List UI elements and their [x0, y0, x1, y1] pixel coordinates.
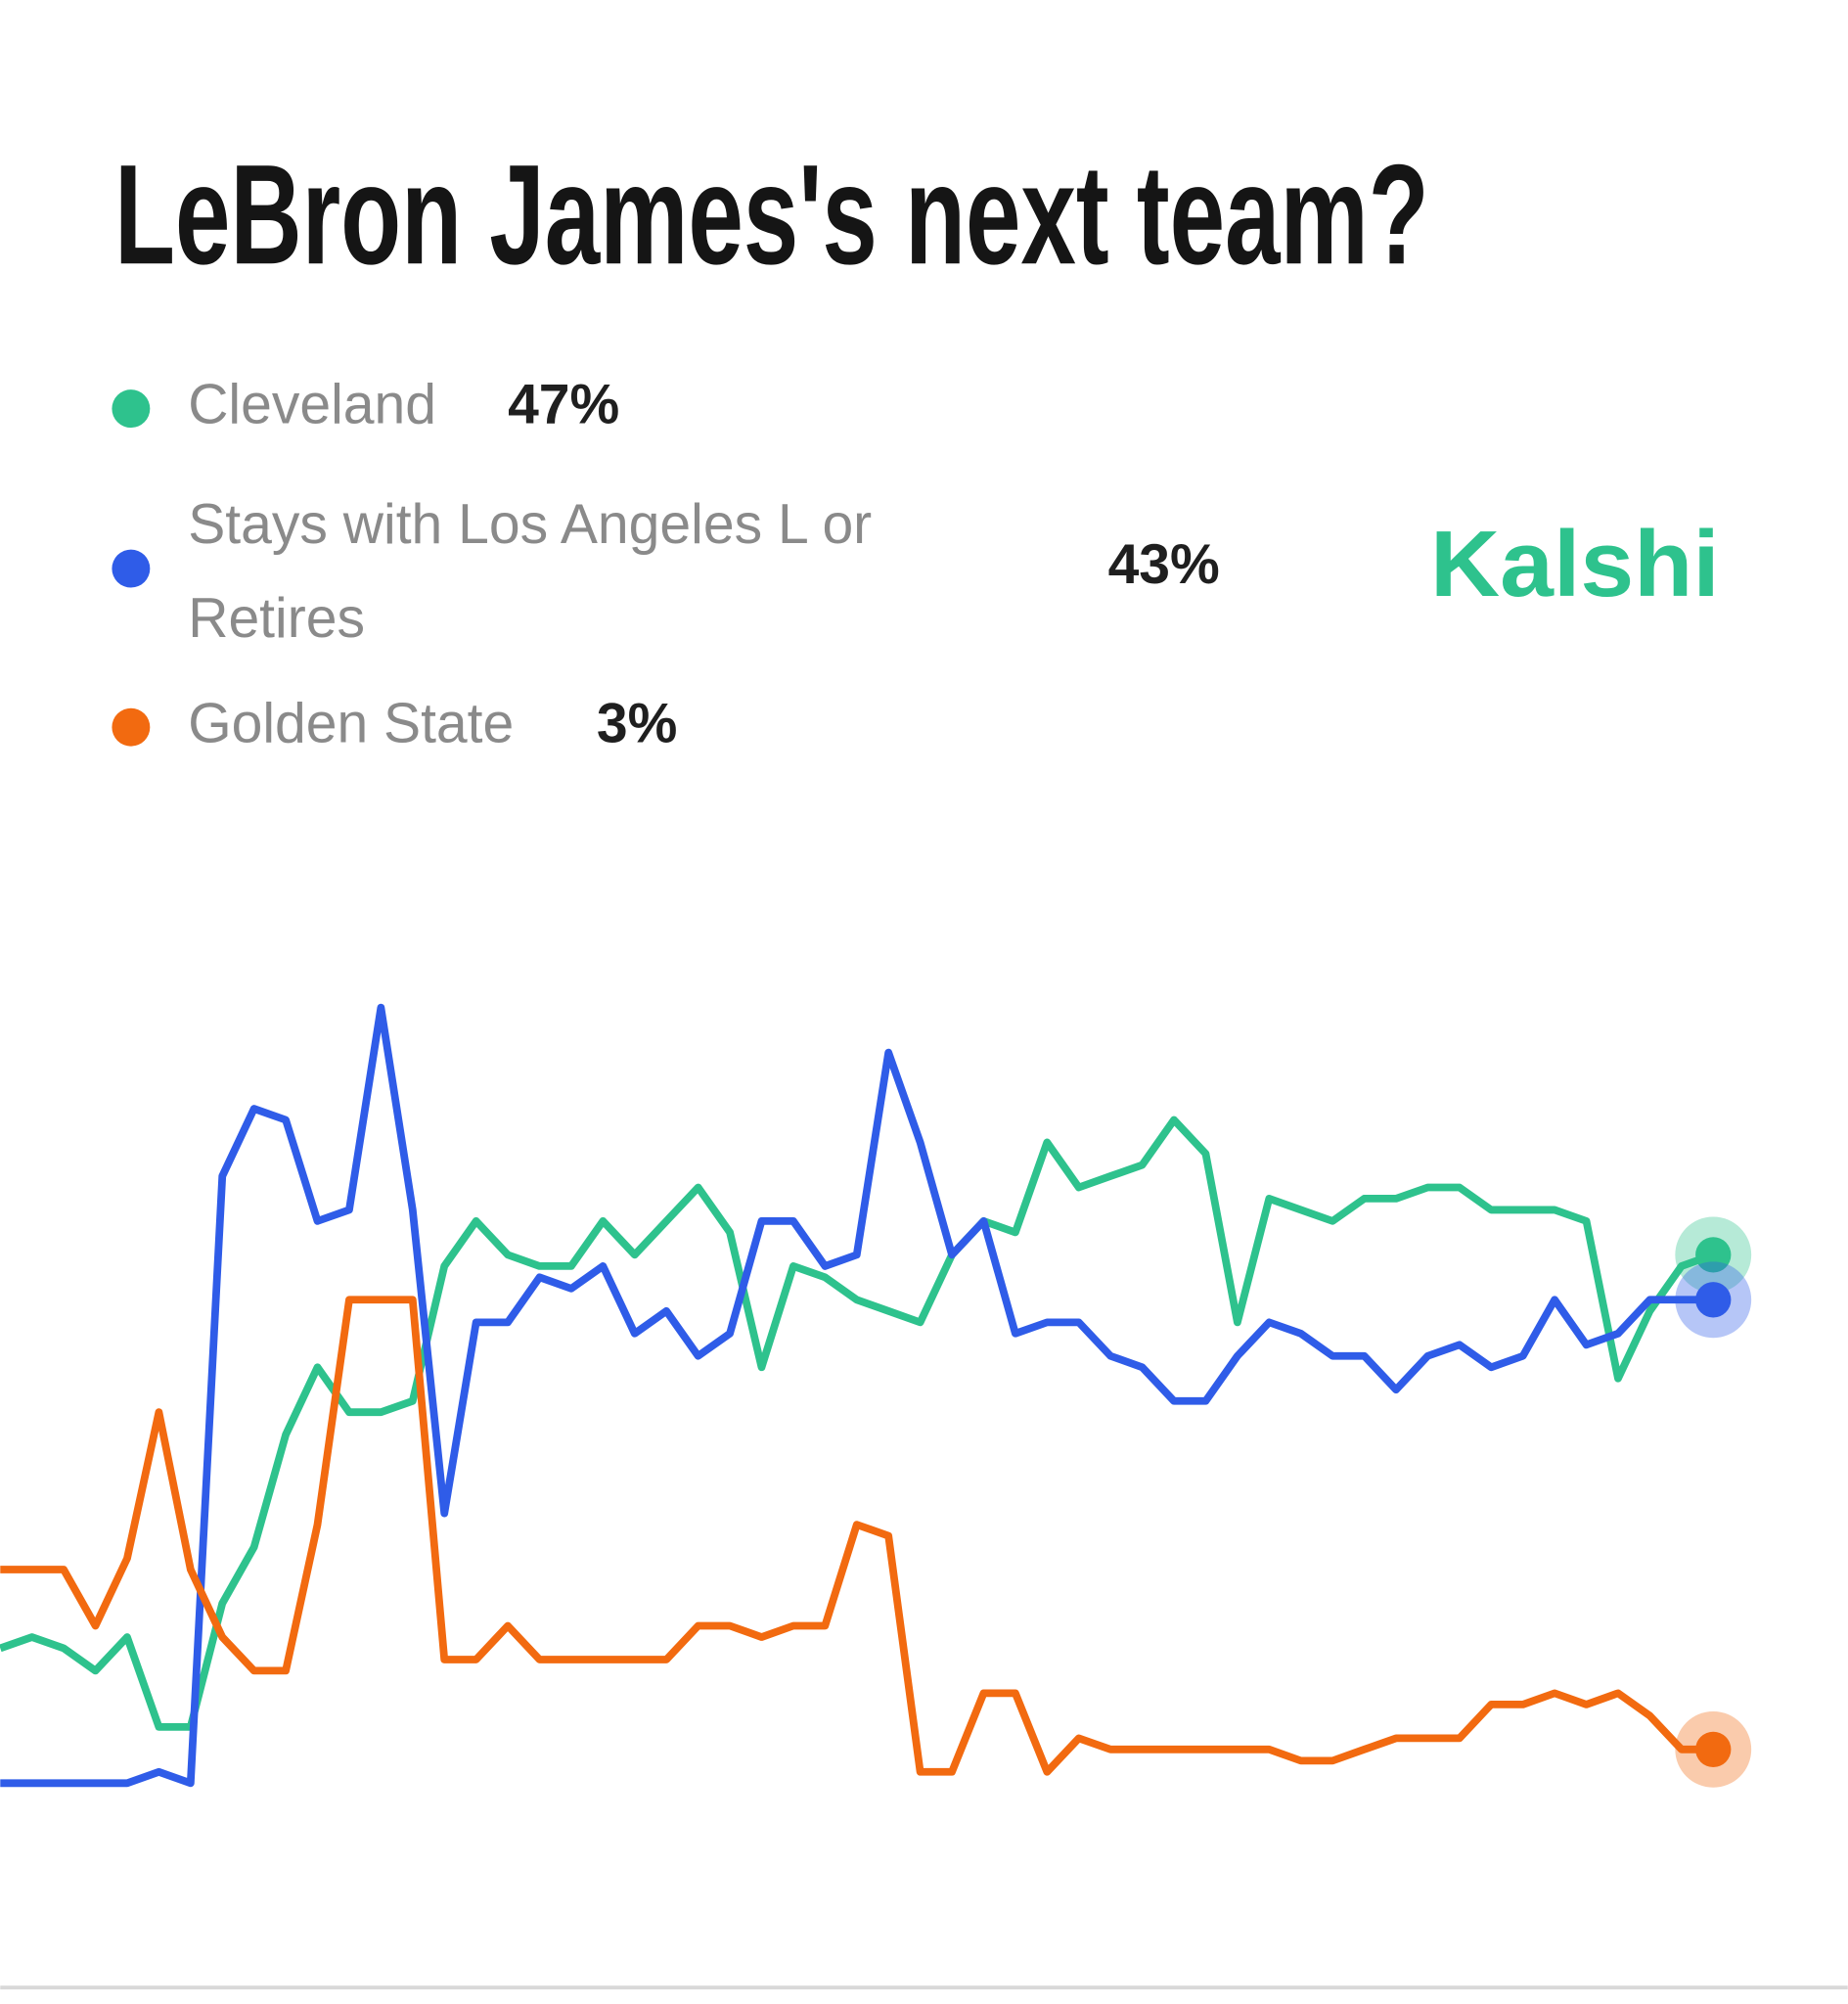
legend-label: Stays with Los Angeles L or Retires [188, 493, 873, 651]
legend-label: Cleveland [188, 374, 436, 436]
series-line [0, 1296, 1714, 1776]
end-point [1695, 1282, 1732, 1318]
series-line [0, 1116, 1715, 1731]
source-logo: Kalshi [1430, 512, 1720, 616]
legend-value: 43% [1108, 533, 1220, 596]
legend-marker [112, 389, 151, 429]
legend-label: Golden State [188, 692, 514, 754]
legend-label-box: Stays with Los Angeles L or Retires [188, 493, 873, 651]
chart-title: LeBron James's next team? [114, 134, 1429, 294]
legend-value: 47% [508, 374, 619, 436]
legend-value: 3% [597, 692, 677, 754]
legend-marker [112, 549, 151, 588]
legend-marker [112, 707, 151, 747]
legend: Cleveland 47% Stays with Los Angeles L or … [112, 374, 1220, 754]
series-line [0, 1003, 1714, 1788]
end-point [1695, 1237, 1732, 1273]
plot-area [0, 1003, 1752, 1788]
end-point [1695, 1731, 1732, 1768]
